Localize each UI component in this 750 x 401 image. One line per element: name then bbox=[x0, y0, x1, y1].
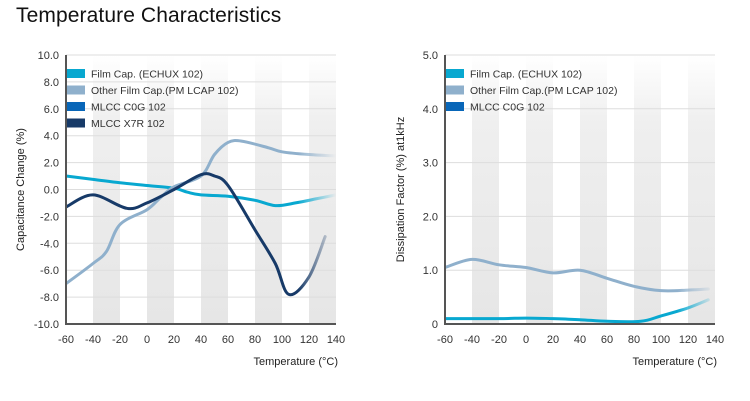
x-tick-label: 0 bbox=[523, 334, 529, 346]
x-tick-label: -40 bbox=[85, 334, 101, 346]
y-tick-label: 0 bbox=[432, 319, 438, 331]
x-tick-label: 120 bbox=[300, 334, 318, 346]
y-tick-label: -10.0 bbox=[34, 319, 59, 331]
x-tick-label: 140 bbox=[327, 334, 345, 346]
legend-swatch bbox=[446, 85, 464, 95]
y-tick-label: 6.0 bbox=[44, 104, 59, 116]
x-tick-label: -40 bbox=[464, 334, 480, 346]
y-tick-label: 10.0 bbox=[38, 50, 59, 62]
y-tick-label: -4.0 bbox=[40, 238, 59, 250]
legend-label: Other Film Cap.(PM LCAP 102) bbox=[91, 85, 238, 97]
y-axis-title: Dissipation Factor (%) at1kHz bbox=[395, 117, 407, 263]
shaded-band bbox=[580, 55, 607, 324]
capacitance-change-chart: 10.0 8.0 6.0 4.0 2.0 0.0 -2.0 -4.0 -6.0 -8.0 -10.0… bbox=[15, 50, 345, 368]
x-tick-label: 40 bbox=[574, 334, 586, 346]
series-line bbox=[443, 257, 710, 293]
legend-label: Film Cap. (ECHUX 102) bbox=[91, 69, 203, 81]
x-tick-label: 20 bbox=[168, 334, 180, 346]
shaded-band bbox=[472, 55, 499, 324]
legend-swatch bbox=[446, 69, 464, 78]
legend-label: MLCC C0G 102 bbox=[91, 102, 166, 114]
y-tick-label: 8.0 bbox=[44, 77, 59, 89]
x-tick-label: 80 bbox=[628, 334, 640, 346]
y-tick-label: -8.0 bbox=[40, 292, 59, 304]
x-tick-label: -20 bbox=[491, 334, 507, 346]
x-tick-label: 120 bbox=[679, 334, 697, 346]
legend-label: MLCC C0G 102 bbox=[470, 102, 545, 114]
y-tick-label: 2.0 bbox=[44, 158, 59, 170]
series-line bbox=[64, 172, 327, 297]
x-tick-label: -20 bbox=[112, 334, 128, 346]
x-tick-label: 0 bbox=[144, 334, 150, 346]
x-tick-label: -60 bbox=[437, 334, 453, 346]
y-tick-label: 0.0 bbox=[44, 185, 59, 197]
legend-swatch bbox=[446, 102, 464, 111]
y-tick-label: -2.0 bbox=[40, 211, 59, 223]
x-tick-label: 100 bbox=[273, 334, 291, 346]
x-tick-label: 40 bbox=[195, 334, 207, 346]
x-tick-label: 140 bbox=[706, 334, 724, 346]
x-tick-label: 60 bbox=[601, 334, 613, 346]
shaded-band bbox=[634, 55, 661, 324]
x-tick-label: 100 bbox=[652, 334, 670, 346]
y-tick-label: 2.0 bbox=[423, 211, 438, 223]
y-tick-label: 5.0 bbox=[423, 50, 438, 62]
y-tick-label: 3.0 bbox=[423, 158, 438, 170]
x-axis-title: Temperature (°C) bbox=[254, 356, 338, 368]
legend-swatch bbox=[67, 69, 85, 78]
x-tick-label: 60 bbox=[222, 334, 234, 346]
series-line bbox=[64, 174, 338, 208]
legend-swatch bbox=[67, 85, 85, 95]
legend-swatch bbox=[67, 118, 85, 128]
legend-label: Other Film Cap.(PM LCAP 102) bbox=[470, 85, 617, 97]
legend-label: Film Cap. (ECHUX 102) bbox=[470, 69, 582, 81]
y-tick-label: 4.0 bbox=[44, 131, 59, 143]
legend-swatch bbox=[67, 102, 85, 111]
shaded-band bbox=[688, 55, 715, 324]
x-tick-label: 20 bbox=[547, 334, 559, 346]
x-tick-label: -60 bbox=[58, 334, 74, 346]
x-axis-title: Temperature (°C) bbox=[633, 356, 717, 368]
series-line bbox=[443, 298, 710, 324]
y-axis-title: Capacitance Change (%) bbox=[15, 128, 27, 251]
page-title: Temperature Characteristics bbox=[16, 4, 282, 27]
y-tick-label: -6.0 bbox=[40, 265, 59, 277]
y-tick-label: 1.0 bbox=[423, 265, 438, 277]
shaded-band bbox=[526, 55, 553, 324]
y-tick-label: 4.0 bbox=[423, 104, 438, 116]
legend-label: MLCC X7R 102 bbox=[91, 118, 165, 130]
x-tick-label: 80 bbox=[249, 334, 261, 346]
